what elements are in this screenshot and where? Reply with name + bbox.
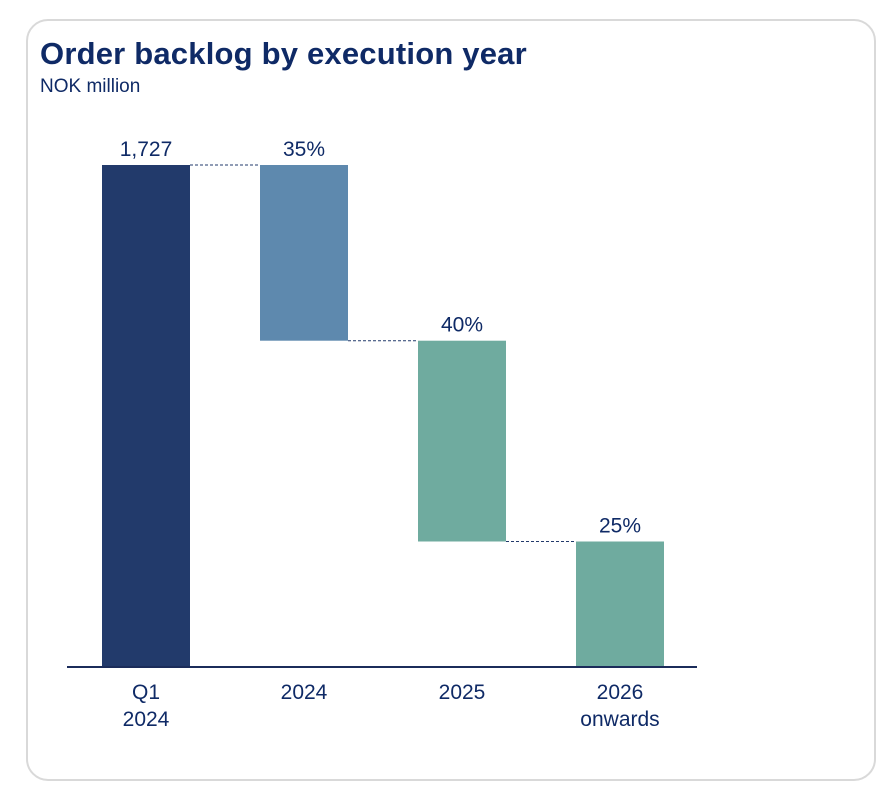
- data-label: 35%: [283, 138, 325, 161]
- x-tick-label: 2025: [439, 681, 486, 704]
- bar-2026-onwards: [576, 541, 664, 667]
- data-label: 1,727: [120, 138, 173, 161]
- x-tick-label: 2024: [281, 681, 328, 704]
- x-tick-label: onwards: [580, 708, 659, 731]
- chart-title: Order backlog by execution year: [40, 36, 527, 71]
- x-tick-label: 2024: [123, 708, 170, 731]
- x-tick-label: Q1: [132, 681, 160, 704]
- bar-2025: [418, 340, 506, 542]
- chart-subtitle: NOK million: [40, 76, 141, 97]
- bar-q1-2024-total: [102, 165, 190, 667]
- bar-2024: [260, 165, 348, 341]
- x-tick-label: 2026: [597, 681, 644, 704]
- data-label: 25%: [599, 515, 641, 538]
- data-label: 40%: [441, 314, 483, 337]
